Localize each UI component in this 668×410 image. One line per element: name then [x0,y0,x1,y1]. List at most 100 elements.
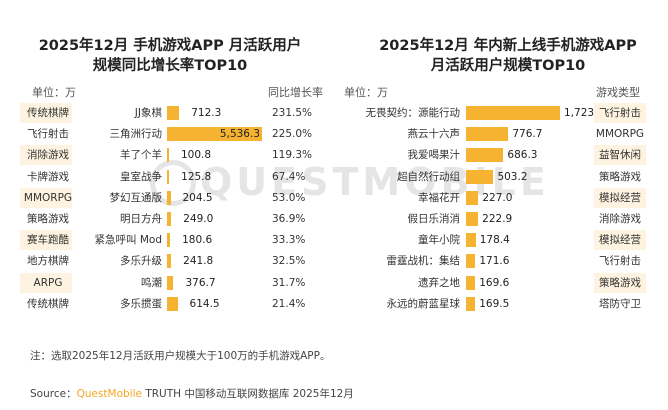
right-bar [466,148,504,163]
right-bar [466,106,560,120]
right-row-shade [594,230,646,251]
right-bar [466,190,479,205]
source-suffix: TRUTH 中国移动互联网数据库 2025年12月 [142,388,354,400]
left-growth-header: 同比增长率 [268,86,323,99]
source-brand: QuestMobile [76,388,142,400]
left-growth-value: 31.7% [272,276,306,289]
right-app-name: 雷霆战机：集结 [386,255,461,268]
left-app-name: 皇室战争 [120,170,162,183]
right-value-label: 776.7 [512,128,543,141]
left-row-shade [20,272,72,293]
left-growth-value: 33.3% [272,234,306,247]
right-game-type: 策略游戏 [599,170,641,183]
right-game-type: MMORPG [595,128,645,141]
right-row-shade [594,272,646,293]
watermark-logo-ring [150,160,196,206]
left-bar [167,254,172,269]
right-unit-label: 单位：万 [344,86,388,99]
left-bar [167,169,170,184]
right-app-name: 遗弃之地 [418,276,460,289]
left-growth-value: 21.4% [272,297,306,310]
right-value-label: 686.3 [507,149,538,162]
source-prefix: Source： [30,388,77,400]
left-app-name: 多乐掼蛋 [120,297,162,310]
left-app-name: 羊了个羊 [120,149,162,162]
right-app-name: 永远的蔚蓝星球 [386,297,461,310]
left-bar [167,212,172,226]
right-game-type: 飞行射击 [599,107,641,119]
left-app-name: 紧急呼叫 Mod [94,234,163,247]
left-value-label: 712.3 [191,107,222,119]
right-game-type: 策略游戏 [599,276,641,289]
right-value-label: 178.4 [479,234,510,247]
right-row-shade [594,187,646,208]
right-game-type: 模拟经营 [599,191,641,204]
left-value-label: 180.6 [182,234,213,247]
right-game-type: 飞行射击 [599,255,641,268]
right-value-label: 171.6 [479,255,510,268]
right-value-label: 169.5 [479,297,510,310]
right-app-name: 无畏契约：源能行动 [365,107,461,119]
source-line: Source：QuestMobile TRUTH 中国移动互联网数据库 2025… [30,386,354,401]
left-app-name: 三角洲行动 [109,128,163,141]
left-growth-value: 32.5% [272,255,306,268]
right-game-type: 塔防守卫 [599,297,641,310]
right-value-label: 503.2 [497,170,528,183]
left-bar [167,106,180,120]
left-game-type: 卡牌游戏 [27,170,69,183]
left-value-label: 125.8 [181,170,212,183]
left-growth-value: 53.0% [272,191,306,204]
left-game-type: 策略游戏 [27,213,69,225]
left-app-name: 明日方舟 [120,213,162,225]
left-app-name: 多乐升级 [120,255,162,268]
right-app-name: 假日乐消消 [407,213,461,225]
left-row-shade [20,145,72,166]
left-value-label: 5,536.3 [219,128,260,141]
left-value-label: 204.5 [182,191,213,204]
right-chart-title: 2025年12月 年内新上线手机游戏APP 月活跃用户规模TOP10 [350,36,666,76]
left-growth-value: 119.3% [272,149,313,162]
right-bar [466,127,509,142]
left-growth-value: 231.5% [272,107,313,119]
right-value-label: 169.6 [479,276,510,289]
left-game-type: 消除游戏 [27,149,69,162]
left-bar [167,127,262,142]
right-bar [466,169,494,184]
right-bar [466,296,476,311]
left-game-type: 飞行射击 [27,128,69,141]
right-app-name: 燕云十六声 [407,128,461,141]
right-game-type: 消除游戏 [599,213,641,225]
right-app-name: 幸福花开 [418,191,460,204]
left-app-name: JJ象棋 [134,107,162,119]
right-app-name: 童年小院 [418,234,460,247]
right-app-name: 我爱喝果汁 [407,149,461,162]
left-value-label: 249.0 [183,213,214,225]
left-game-type: 传统棋牌 [27,107,69,119]
left-value-label: 241.8 [183,255,214,268]
left-game-type: 传统棋牌 [27,297,69,310]
left-game-type: MMORPG [23,191,73,204]
left-title-line1: 2025年12月 手机游戏APP 月活跃用户 [38,38,302,54]
left-row-shade [20,187,72,208]
left-app-name: 梦幻互通版 [109,191,163,204]
left-game-type: 赛车跑酷 [27,234,69,247]
left-bar [167,296,178,311]
right-bar [466,275,476,290]
right-bar [466,254,476,269]
right-app-name: 超自然行动组 [397,170,460,183]
left-growth-value: 225.0% [272,128,313,141]
left-game-type: 地方棋牌 [27,255,69,268]
left-bar [167,148,169,163]
left-growth-value: 36.9% [272,213,306,225]
left-bar [167,275,174,290]
right-value-label: 222.9 [482,213,513,225]
left-row-shade [20,230,72,251]
left-app-name: 鸣潮 [141,276,162,289]
right-title-line2: 月活跃用户规模TOP10 [430,58,586,74]
right-title-line1: 2025年12月 年内新上线手机游戏APP [379,38,637,54]
left-title-line2: 规模同比增长率TOP10 [92,58,248,74]
left-value-label: 376.7 [185,276,216,289]
left-unit-label: 单位：万 [32,86,76,99]
right-game-type: 益智休闲 [599,149,641,162]
right-type-header: 游戏类型 [596,86,640,99]
